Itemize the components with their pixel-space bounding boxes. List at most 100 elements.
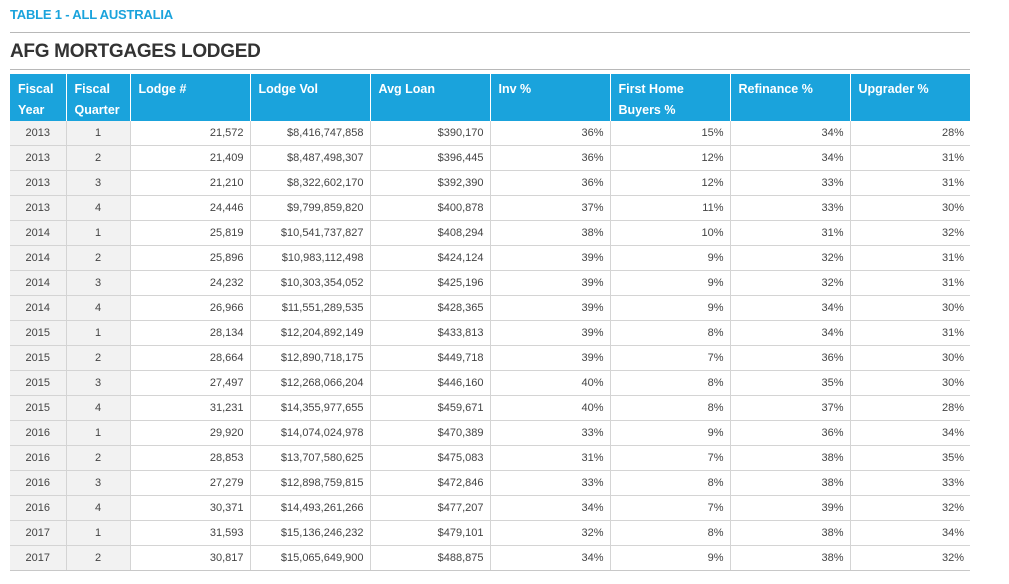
cell-upgrader-pct: 35%: [850, 445, 970, 471]
table-row: 2016 3 27,279 $12,898,759,815 $472,846 33% 8% 3…: [10, 470, 970, 496]
cell-upgrader-pct: 30%: [850, 195, 970, 221]
cell-first-home-buyers-pct: 15%: [610, 121, 731, 146]
cell-refinance-pct: 33%: [730, 170, 851, 196]
table-row: 2016 2 28,853 $13,707,580,625 $475,083 31% 7% 3…: [10, 445, 970, 471]
cell-avg-loan: $400,878: [370, 195, 491, 221]
col-header-avg-loan: Avg Loan: [370, 74, 491, 121]
cell-upgrader-pct: 31%: [850, 245, 970, 271]
cell-upgrader-pct: 30%: [850, 295, 970, 321]
cell-upgrader-pct: 32%: [850, 220, 970, 246]
cell-fiscal-year: 2017: [10, 520, 67, 546]
cell-fiscal-quarter: 3: [66, 370, 131, 396]
cell-lodge-count: 30,371: [130, 495, 251, 521]
cell-lodge-vol: $14,493,261,266: [250, 495, 371, 521]
cell-fiscal-year: 2013: [10, 145, 67, 171]
cell-lodge-count: 24,446: [130, 195, 251, 221]
table-row: 2014 4 26,966 $11,551,289,535 $428,365 39% 9% 3…: [10, 295, 970, 321]
cell-inv-pct: 39%: [490, 345, 611, 371]
cell-lodge-vol: $10,303,354,052: [250, 270, 371, 296]
cell-refinance-pct: 32%: [730, 270, 851, 296]
cell-fiscal-year: 2016: [10, 445, 67, 471]
cell-first-home-buyers-pct: 9%: [610, 245, 731, 271]
cell-fiscal-quarter: 4: [66, 395, 131, 421]
cell-fiscal-year: 2017: [10, 545, 67, 571]
cell-fiscal-quarter: 4: [66, 195, 131, 221]
cell-lodge-vol: $12,204,892,149: [250, 320, 371, 346]
cell-fiscal-year: 2015: [10, 320, 67, 346]
cell-avg-loan: $396,445: [370, 145, 491, 171]
table-row: 2015 4 31,231 $14,355,977,655 $459,671 40% 8% 3…: [10, 395, 970, 421]
cell-fiscal-quarter: 3: [66, 470, 131, 496]
cell-fiscal-quarter: 4: [66, 495, 131, 521]
cell-lodge-vol: $14,074,024,978: [250, 420, 371, 446]
cell-avg-loan: $390,170: [370, 121, 491, 146]
cell-avg-loan: $424,124: [370, 245, 491, 271]
document: TABLE 1 - ALL AUSTRALIA AFG MORTGAGES LO…: [10, 4, 970, 571]
cell-avg-loan: $408,294: [370, 220, 491, 246]
col-header-lodge-vol: Lodge Vol: [250, 74, 371, 121]
cell-lodge-vol: $8,416,747,858: [250, 121, 371, 146]
cell-lodge-count: 24,232: [130, 270, 251, 296]
page-title: AFG MORTGAGES LODGED: [10, 41, 261, 62]
cell-lodge-count: 28,664: [130, 345, 251, 371]
cell-first-home-buyers-pct: 10%: [610, 220, 731, 246]
cell-inv-pct: 37%: [490, 195, 611, 221]
cell-fiscal-quarter: 2: [66, 245, 131, 271]
cell-inv-pct: 31%: [490, 445, 611, 471]
divider: [10, 69, 970, 70]
cell-avg-loan: $392,390: [370, 170, 491, 196]
table-row: 2014 2 25,896 $10,983,112,498 $424,124 39% 9% 3…: [10, 245, 970, 271]
table-row: 2015 2 28,664 $12,890,718,175 $449,718 39% 7% 3…: [10, 345, 970, 371]
table-row: 2013 4 24,446 $9,799,859,820 $400,878 37% 11% 3…: [10, 195, 970, 221]
cell-first-home-buyers-pct: 9%: [610, 420, 731, 446]
cell-lodge-vol: $12,890,718,175: [250, 345, 371, 371]
cell-upgrader-pct: 33%: [850, 470, 970, 496]
cell-refinance-pct: 39%: [730, 495, 851, 521]
cell-fiscal-quarter: 3: [66, 170, 131, 196]
cell-lodge-vol: $12,268,066,204: [250, 370, 371, 396]
cell-lodge-vol: $13,707,580,625: [250, 445, 371, 471]
cell-avg-loan: $425,196: [370, 270, 491, 296]
col-header-upgrader-pct: Upgrader %: [850, 74, 970, 121]
cell-upgrader-pct: 31%: [850, 145, 970, 171]
cell-first-home-buyers-pct: 8%: [610, 370, 731, 396]
cell-fiscal-quarter: 2: [66, 445, 131, 471]
cell-lodge-count: 30,817: [130, 545, 251, 571]
cell-upgrader-pct: 32%: [850, 495, 970, 521]
cell-inv-pct: 38%: [490, 220, 611, 246]
cell-upgrader-pct: 28%: [850, 395, 970, 421]
cell-avg-loan: $475,083: [370, 445, 491, 471]
cell-inv-pct: 32%: [490, 520, 611, 546]
cell-inv-pct: 34%: [490, 545, 611, 571]
table-body: 2013 1 21,572 $8,416,747,858 $390,170 36% 15% 3…: [10, 121, 970, 571]
cell-lodge-vol: $8,487,498,307: [250, 145, 371, 171]
cell-fiscal-quarter: 2: [66, 345, 131, 371]
cell-fiscal-year: 2014: [10, 295, 67, 321]
cell-first-home-buyers-pct: 8%: [610, 395, 731, 421]
cell-inv-pct: 36%: [490, 121, 611, 146]
cell-inv-pct: 33%: [490, 470, 611, 496]
cell-refinance-pct: 38%: [730, 445, 851, 471]
cell-fiscal-quarter: 3: [66, 270, 131, 296]
table-row: 2014 3 24,232 $10,303,354,052 $425,196 39% 9% 3…: [10, 270, 970, 296]
cell-inv-pct: 39%: [490, 270, 611, 296]
cell-fiscal-quarter: 2: [66, 145, 131, 171]
cell-upgrader-pct: 31%: [850, 270, 970, 296]
cell-lodge-count: 25,819: [130, 220, 251, 246]
table-row: 2013 2 21,409 $8,487,498,307 $396,445 36% 12% 3…: [10, 145, 970, 171]
cell-lodge-count: 27,497: [130, 370, 251, 396]
cell-fiscal-quarter: 4: [66, 295, 131, 321]
cell-lodge-count: 27,279: [130, 470, 251, 496]
cell-refinance-pct: 31%: [730, 220, 851, 246]
cell-fiscal-year: 2015: [10, 395, 67, 421]
cell-fiscal-year: 2015: [10, 345, 67, 371]
cell-fiscal-year: 2014: [10, 245, 67, 271]
cell-fiscal-year: 2014: [10, 270, 67, 296]
cell-refinance-pct: 35%: [730, 370, 851, 396]
cell-first-home-buyers-pct: 9%: [610, 270, 731, 296]
cell-lodge-count: 21,572: [130, 121, 251, 146]
cell-lodge-count: 28,853: [130, 445, 251, 471]
cell-upgrader-pct: 31%: [850, 170, 970, 196]
cell-fiscal-quarter: 1: [66, 520, 131, 546]
cell-first-home-buyers-pct: 8%: [610, 520, 731, 546]
